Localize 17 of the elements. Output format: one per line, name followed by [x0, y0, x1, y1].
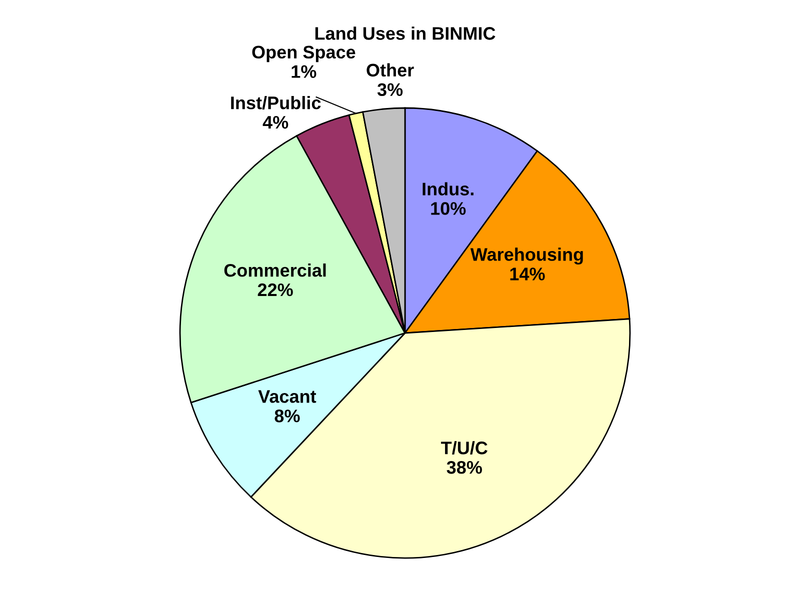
- slice-label: Warehousing: [470, 248, 583, 265]
- slice-label: Indus.: [422, 182, 474, 196]
- data-label: 38%: [446, 461, 482, 474]
- data-label: 3%: [377, 83, 403, 96]
- slice-label: T/U/C: [441, 441, 488, 455]
- slice-label: Commercial: [224, 264, 326, 277]
- slice-label: Vacant: [258, 390, 316, 403]
- slice-label: Open Space: [252, 46, 356, 62]
- slice-label: Inst/Public: [231, 96, 321, 110]
- chart-title: Land Uses in BINMIC: [315, 26, 496, 40]
- slice-label: Other: [366, 63, 414, 77]
- data-label: 14%: [510, 268, 545, 280]
- data-label: 1%: [292, 65, 316, 78]
- data-label: 4%: [262, 116, 288, 129]
- data-label: 10%: [431, 202, 466, 215]
- data-label: 8%: [274, 410, 300, 422]
- data-label: 22%: [258, 283, 293, 296]
